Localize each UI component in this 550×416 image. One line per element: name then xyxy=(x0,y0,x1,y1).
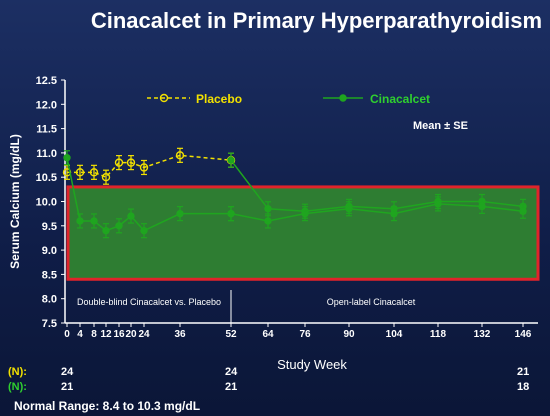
data-point xyxy=(114,158,124,167)
y-tick-label: 10.0 xyxy=(36,197,57,209)
data-point xyxy=(75,168,85,177)
x-tick-label: 76 xyxy=(299,329,311,340)
y-tick-label: 9.0 xyxy=(42,245,57,257)
data-point xyxy=(139,163,149,172)
data-point xyxy=(140,226,148,235)
x-tick-label: 24 xyxy=(138,329,150,340)
series-line-3 xyxy=(230,203,524,222)
x-tick-label: 118 xyxy=(430,329,447,340)
data-point xyxy=(126,158,136,167)
data-point xyxy=(264,205,272,213)
data-point xyxy=(127,212,135,220)
x-tick-label: 16 xyxy=(113,329,125,340)
chart-title: Cinacalcet in Primary Hyperparathyroidis… xyxy=(90,8,542,33)
data-point xyxy=(345,205,353,213)
x-tick-label: 52 xyxy=(225,329,237,340)
x-tick-label: 0 xyxy=(64,329,70,340)
y-tick-label: 11.5 xyxy=(36,124,57,136)
y-tick-label: 12.5 xyxy=(36,75,57,87)
data-point xyxy=(434,200,442,208)
n-count-cinacalcet: 21 xyxy=(61,381,74,393)
data-point xyxy=(390,209,398,218)
x-tick-label: 8 xyxy=(91,329,97,340)
data-point xyxy=(519,207,527,215)
n-label-cinacalcet: (N): xyxy=(8,381,27,393)
y-tick-label: 10.5 xyxy=(36,172,57,184)
y-tick-label: 8.5 xyxy=(42,269,57,281)
x-tick-label: 90 xyxy=(343,329,355,340)
n-count-placebo: 21 xyxy=(517,366,530,378)
data-point xyxy=(175,151,185,160)
data-point xyxy=(63,154,71,162)
x-tick-label: 132 xyxy=(474,329,491,340)
legend-placebo-label: Placebo xyxy=(196,92,242,106)
legend-cinacalcet-marker xyxy=(339,94,347,102)
y-tick-label: 11.0 xyxy=(36,148,57,160)
x-tick-label: 20 xyxy=(125,329,137,340)
data-point xyxy=(101,172,111,182)
n-count-cinacalcet: 21 xyxy=(225,381,238,393)
mean-se-note: Mean ± SE xyxy=(413,120,468,132)
data-point xyxy=(176,209,184,218)
x-tick-label: 36 xyxy=(174,329,186,340)
series-line-2 xyxy=(230,159,524,212)
n-count-placebo: 24 xyxy=(225,366,238,378)
x-tick-label: 64 xyxy=(262,329,274,340)
data-point xyxy=(478,202,486,211)
legend-placebo-marker xyxy=(159,93,169,103)
x-tick-label: 146 xyxy=(515,329,532,340)
x-tick-label: 4 xyxy=(77,329,83,340)
x-tick-label: 104 xyxy=(386,329,403,340)
legend-cinacalcet-label: Cinacalcet xyxy=(370,92,430,106)
x-axis-label: Study Week xyxy=(277,357,347,372)
data-point xyxy=(264,217,272,225)
data-point xyxy=(76,217,84,225)
n-count-cinacalcet: 18 xyxy=(517,381,530,393)
y-tick-label: 8.0 xyxy=(42,294,57,306)
data-point xyxy=(102,226,110,235)
x-tick-label: 12 xyxy=(100,329,112,340)
data-point xyxy=(227,156,235,164)
data-point xyxy=(90,217,98,225)
y-axis-label: Serum Calcium (mg/dL) xyxy=(8,134,22,269)
data-point xyxy=(115,222,123,230)
region-open-label-label: Open-label Cinacalcet xyxy=(327,297,416,307)
data-point xyxy=(89,168,99,177)
region-double-blind-label: Double-blind Cinacalcet vs. Placebo xyxy=(77,297,221,307)
y-tick-label: 12.0 xyxy=(36,99,57,111)
data-point xyxy=(301,209,309,218)
data-point xyxy=(227,209,235,218)
normal-range-note: Normal Range: 8.4 to 10.3 mg/dL xyxy=(14,399,201,413)
y-tick-label: 9.5 xyxy=(42,221,57,233)
n-count-placebo: 24 xyxy=(61,366,74,378)
y-tick-label: 7.5 xyxy=(42,318,57,330)
n-label-placebo: (N): xyxy=(8,366,27,378)
